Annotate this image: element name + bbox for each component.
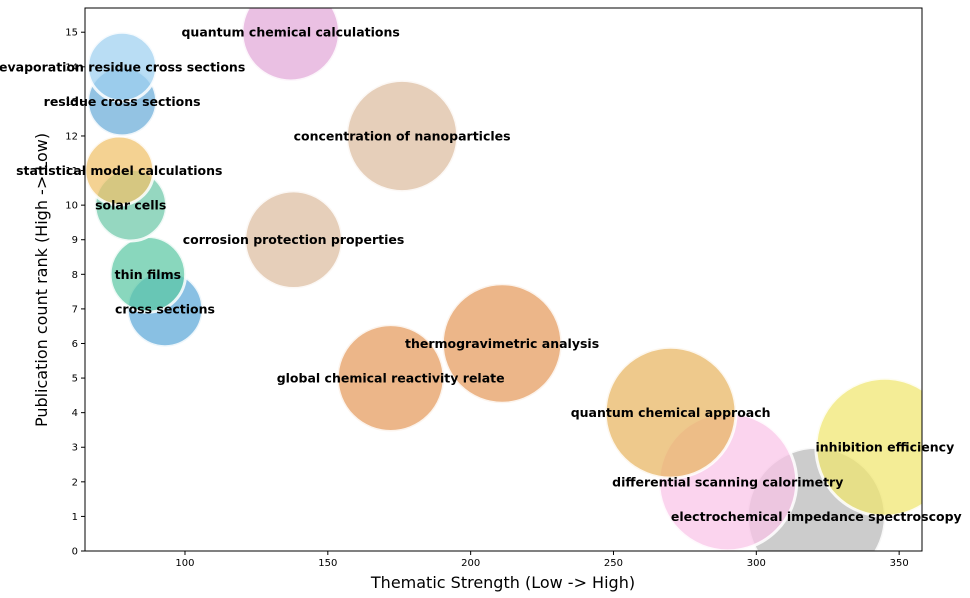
y-tick-label: 9 [72,235,78,246]
y-tick-label: 1 [72,512,78,523]
bubble [240,8,341,83]
bubble-label: statistical model calculations [16,163,222,178]
y-tick-label: 4 [72,408,78,419]
y-tick-label: 12 [65,131,78,142]
x-tick-label: 350 [890,558,909,569]
bubble [814,376,922,518]
y-tick-label: 13 [65,97,78,108]
x-axis-label: Thematic Strength (Low -> High) [370,573,635,592]
bubble [603,345,738,480]
bubble-label: cross sections [115,301,215,316]
x-tick-label: 250 [604,558,623,569]
bubble-label: quantum chemical approach [571,405,771,420]
x-tick-label: 100 [175,558,194,569]
bubble-layer [85,8,922,551]
x-tick-label: 150 [318,558,337,569]
plot-frame [84,7,923,552]
bubble-label: solar cells [95,198,166,213]
bubble [344,78,460,194]
y-tick-label: 3 [72,443,78,454]
bubble-label: electrochemical impedance spectroscopy [671,509,962,524]
y-tick-label: 7 [72,304,78,315]
bubble-label: evaporation residue cross sections [0,59,245,74]
y-axis-label: Publication count rank (High -> Low) [32,133,51,427]
y-tick-label: 15 [65,28,78,39]
y-tick-label: 11 [65,166,78,177]
bubble [243,189,344,291]
y-tick-label: 0 [72,547,78,558]
bubble [335,323,446,434]
bubble-label: corrosion protection properties [183,232,405,247]
bubble-label: residue cross sections [44,94,201,109]
x-tick-label: 300 [747,558,766,569]
bubble [86,30,159,103]
y-tick-label: 6 [72,339,78,350]
bubble-label: differential scanning calorimetry [612,474,843,489]
bubble [440,282,564,405]
bubble-label: quantum chemical calculations [181,25,399,40]
y-tick-label: 10 [65,201,78,212]
x-tick-label: 200 [461,558,480,569]
x-axis-ticks: 100 150 200 250 300 350 [175,551,909,569]
y-tick-label: 5 [72,374,78,385]
bubble-label: inhibition efficiency [815,440,954,455]
bubble-label: thin films [115,267,181,282]
y-tick-label: 2 [72,477,78,488]
y-tick-label: 8 [72,270,78,281]
bubble-labels-layer: electrochemical impedance spectroscopy di… [0,25,962,524]
y-tick-label: 14 [65,62,78,73]
bubble-label: global chemical reactivity relate [277,371,505,386]
bubble-label: concentration of nanoparticles [294,128,511,143]
bubble-label: thermogravimetric analysis [405,336,599,351]
